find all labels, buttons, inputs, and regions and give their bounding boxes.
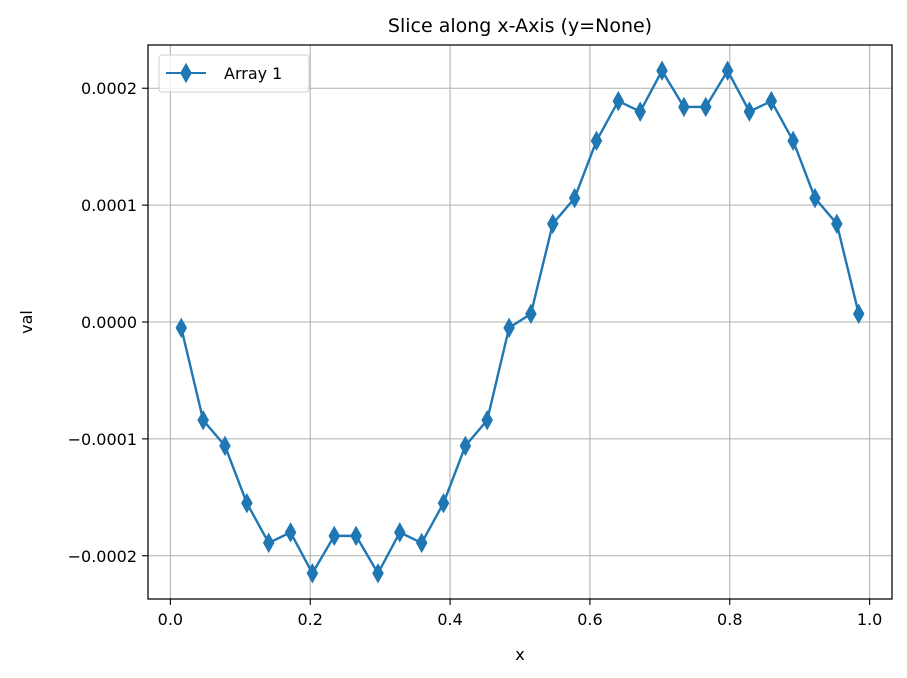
y-tick-label: 0.0002 — [81, 79, 137, 98]
x-tick-label: 0.2 — [297, 610, 322, 629]
y-axis-title: val — [17, 310, 36, 334]
legend-box — [158, 54, 310, 93]
series-line — [180, 69, 860, 575]
data-point-marker — [306, 563, 319, 584]
data-point-marker — [372, 563, 384, 584]
data-point-marker — [394, 522, 406, 543]
data-point-marker — [547, 213, 559, 235]
data-point-marker — [503, 317, 515, 339]
data-point-marker — [328, 525, 341, 547]
data-point-marker — [415, 532, 428, 554]
data-point-marker — [721, 60, 734, 81]
data-point-marker — [568, 187, 581, 209]
data-point-marker — [350, 525, 362, 547]
data-point-marker — [612, 90, 625, 112]
data-point-marker — [765, 90, 778, 112]
y-tick-label: −0.0001 — [68, 430, 137, 449]
x-tick-label: 1.0 — [857, 610, 882, 629]
x-tick-label: 0.4 — [437, 610, 462, 629]
legend: Array 1 — [158, 54, 310, 93]
data-point-marker — [219, 435, 231, 457]
data-point-marker — [481, 409, 493, 431]
series-layer — [175, 60, 865, 584]
y-tick-label: 0.0001 — [81, 196, 137, 215]
data-point-marker — [459, 435, 472, 457]
data-point-marker — [197, 409, 209, 431]
data-point-marker — [831, 213, 843, 235]
x-tick-label: 0.0 — [158, 610, 183, 629]
x-tick-label: 0.6 — [577, 610, 602, 629]
y-tick-label: 0.0000 — [81, 313, 137, 332]
data-point-marker — [590, 130, 603, 152]
data-point-marker — [699, 96, 712, 118]
data-point-marker — [787, 130, 799, 152]
data-point-marker — [175, 317, 188, 339]
legend-marker-icon — [180, 62, 192, 84]
data-point-marker — [241, 492, 253, 514]
data-point-marker — [262, 532, 275, 554]
axis-ticks: 0.0 0.2 0.4 0.6 0.8 1.0 0.0002 0.0001 0.0000 −0.0… — [68, 79, 883, 629]
y-tick-label: −0.0002 — [68, 547, 137, 566]
legend-label: Array 1 — [224, 64, 282, 83]
data-point-marker — [656, 60, 668, 81]
chart-title: Slice along x-Axis (y=None) — [388, 15, 652, 37]
data-point-marker — [437, 492, 450, 514]
data-point-marker — [525, 303, 537, 325]
x-tick-label: 0.8 — [717, 610, 742, 629]
grid — [148, 45, 892, 599]
data-point-marker — [743, 101, 756, 122]
data-point-marker — [852, 303, 865, 325]
data-point-marker — [634, 101, 646, 122]
x-axis-title: x — [515, 645, 524, 664]
data-point-marker — [809, 187, 821, 209]
data-point-marker — [678, 96, 690, 118]
data-point-marker — [284, 522, 297, 543]
